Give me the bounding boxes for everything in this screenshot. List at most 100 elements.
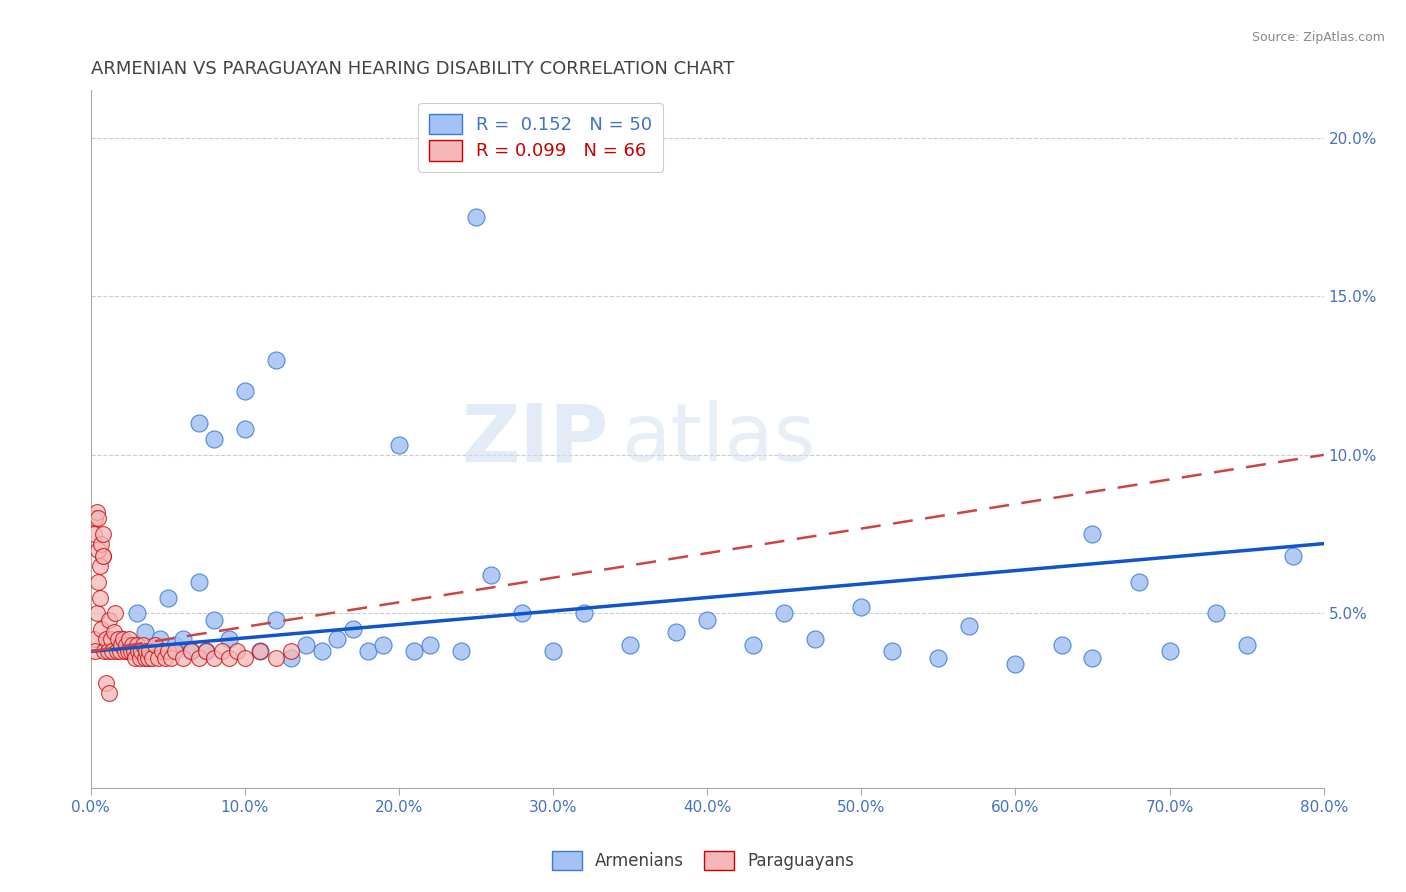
Point — [89, 591, 111, 605]
Point — [156, 644, 179, 658]
Point — [233, 423, 256, 437]
Point — [311, 644, 333, 658]
Point — [419, 638, 441, 652]
Point — [135, 644, 157, 658]
Point — [202, 432, 225, 446]
Point — [1159, 644, 1181, 658]
Point — [124, 650, 146, 665]
Point — [226, 644, 249, 658]
Point — [195, 644, 218, 658]
Point — [91, 549, 114, 564]
Point — [882, 644, 904, 658]
Point — [107, 632, 129, 646]
Point — [87, 511, 110, 525]
Point — [1236, 638, 1258, 652]
Point — [89, 558, 111, 573]
Point — [159, 650, 181, 665]
Point — [342, 622, 364, 636]
Point — [264, 613, 287, 627]
Text: ARMENIAN VS PARAGUAYAN HEARING DISABILITY CORRELATION CHART: ARMENIAN VS PARAGUAYAN HEARING DISABILIT… — [90, 60, 734, 78]
Point — [91, 527, 114, 541]
Point — [83, 632, 105, 646]
Point — [91, 549, 114, 564]
Point — [134, 650, 156, 665]
Point — [957, 619, 980, 633]
Point — [373, 638, 395, 652]
Point — [180, 644, 202, 658]
Point — [115, 638, 138, 652]
Point — [1050, 638, 1073, 652]
Point — [150, 644, 173, 658]
Point — [541, 644, 564, 658]
Point — [510, 607, 533, 621]
Point — [1004, 657, 1026, 672]
Point — [129, 650, 152, 665]
Point — [118, 644, 141, 658]
Point — [233, 384, 256, 399]
Point — [1128, 574, 1150, 589]
Text: Source: ZipAtlas.com: Source: ZipAtlas.com — [1251, 31, 1385, 45]
Point — [264, 352, 287, 367]
Point — [108, 644, 131, 658]
Point — [804, 632, 827, 646]
Point — [218, 632, 240, 646]
Point — [450, 644, 472, 658]
Point — [118, 632, 141, 646]
Text: ZIP: ZIP — [461, 400, 609, 478]
Point — [218, 650, 240, 665]
Point — [148, 650, 170, 665]
Point — [280, 650, 302, 665]
Point — [110, 632, 132, 646]
Point — [187, 574, 209, 589]
Point — [100, 632, 122, 646]
Point — [1282, 549, 1305, 564]
Point — [172, 650, 194, 665]
Point — [851, 600, 873, 615]
Point — [90, 622, 112, 636]
Point — [233, 650, 256, 665]
Point — [138, 644, 160, 658]
Point — [326, 632, 349, 646]
Point — [187, 650, 209, 665]
Point — [388, 438, 411, 452]
Point — [357, 644, 380, 658]
Point — [465, 210, 488, 224]
Point — [773, 607, 796, 621]
Point — [134, 625, 156, 640]
Point — [98, 686, 121, 700]
Point — [90, 536, 112, 550]
Point — [1081, 650, 1104, 665]
Point — [84, 511, 107, 525]
Point — [110, 638, 132, 652]
Point — [136, 650, 159, 665]
Point — [87, 574, 110, 589]
Point — [105, 644, 128, 658]
Point — [742, 638, 765, 652]
Point — [165, 638, 187, 652]
Point — [195, 644, 218, 658]
Point — [131, 644, 153, 658]
Point — [249, 644, 271, 658]
Point — [404, 644, 426, 658]
Point — [1205, 607, 1227, 621]
Point — [94, 676, 117, 690]
Point — [122, 644, 145, 658]
Point — [696, 613, 718, 627]
Point — [101, 644, 124, 658]
Point — [117, 644, 139, 658]
Point — [104, 607, 127, 621]
Legend: Armenians, Paraguayans: Armenians, Paraguayans — [546, 844, 860, 877]
Point — [295, 638, 318, 652]
Point — [125, 607, 148, 621]
Point — [202, 613, 225, 627]
Point — [180, 644, 202, 658]
Point — [143, 638, 166, 652]
Point — [93, 644, 115, 658]
Point — [97, 644, 120, 658]
Point — [127, 644, 149, 658]
Point — [1081, 527, 1104, 541]
Point — [132, 638, 155, 652]
Point — [111, 632, 134, 646]
Point — [149, 632, 172, 646]
Point — [86, 505, 108, 519]
